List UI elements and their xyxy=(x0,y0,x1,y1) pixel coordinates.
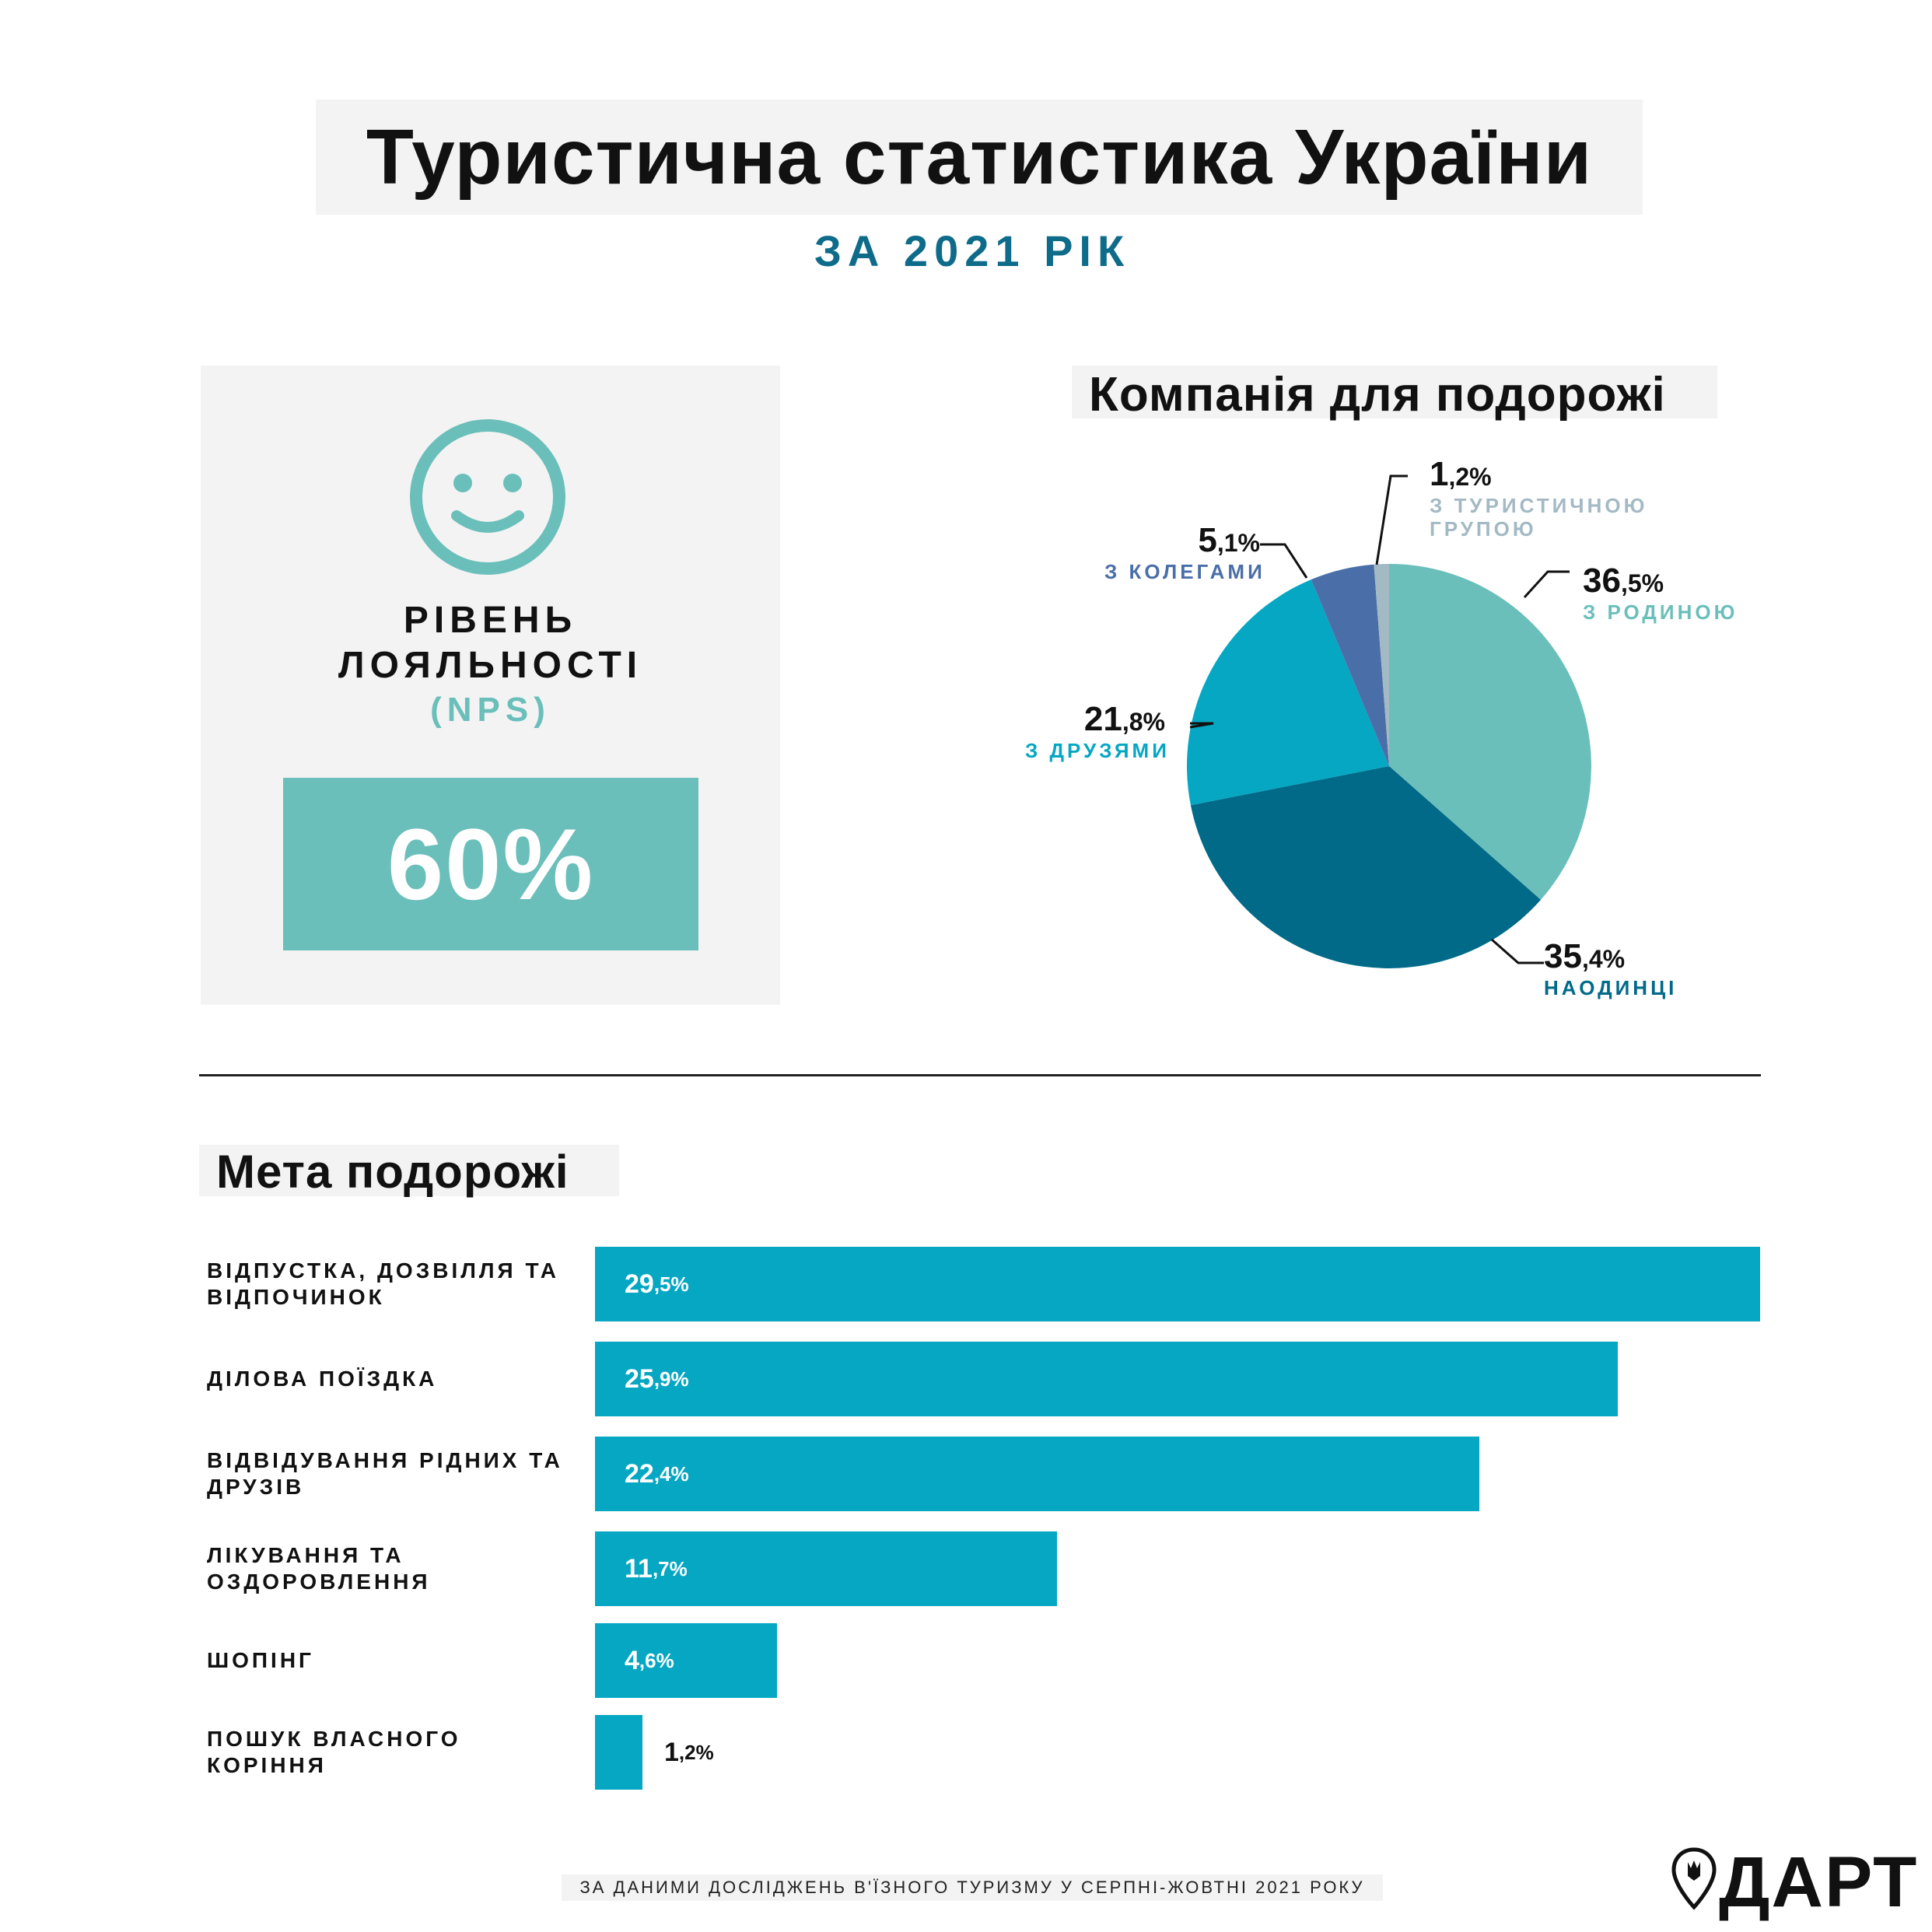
logo-text: ДАРТ xyxy=(1719,1843,1919,1922)
nps-value-box: 60% xyxy=(283,778,698,950)
pie-slice-family xyxy=(1389,564,1591,900)
bar-row: ЛІКУВАННЯ ТА ОЗДОРОВЛЕННЯ 11,7% xyxy=(0,1531,1932,1606)
bar-value-label: 4,6% xyxy=(625,1623,674,1698)
pie-caption: З КОЛЕГАМИ xyxy=(1104,560,1265,583)
pie-value-int: 36 xyxy=(1583,562,1621,600)
bar-value-dec: ,5% xyxy=(653,1272,689,1296)
bar-row: ВІДВІДУВАННЯ РІДНИХ ТА ДРУЗІВ 22,4% xyxy=(0,1437,1932,1511)
pie-value-int: 35 xyxy=(1544,937,1582,975)
pie-value-dec: ,8% xyxy=(1122,708,1165,736)
bar-value-label: 25,9% xyxy=(625,1342,689,1416)
pie-slice-alone xyxy=(1190,766,1541,968)
leader-line-group xyxy=(1375,474,1408,565)
bar-value-int: 11 xyxy=(625,1553,653,1584)
pie-title-banner: Компанія для подорожі xyxy=(1072,366,1717,422)
pie-label-group: 1,2% З ТУРИСТИЧНОЮ ГРУПОЮ xyxy=(1430,455,1647,541)
pie-value-int: 5 xyxy=(1198,521,1217,559)
bar-category-line2: КОРІННЯ xyxy=(207,1753,327,1777)
bar-category-line2: ДРУЗІВ xyxy=(207,1475,305,1499)
title-banner: Туристична статистика України xyxy=(316,100,1643,215)
bar-value-label: 22,4% xyxy=(625,1437,689,1511)
bar-value-label: 29,5% xyxy=(625,1247,689,1321)
nps-label-line3: (NPS) xyxy=(430,691,551,729)
bar xyxy=(595,1247,1760,1321)
nps-label-line1: РІВЕНЬ xyxy=(403,600,578,641)
pie-slice-group xyxy=(1374,563,1389,766)
pie-caption-line1: З ТУРИСТИЧНОЮ xyxy=(1430,494,1648,517)
leader-line-colleagues xyxy=(1260,543,1308,579)
smiley-icon xyxy=(410,419,565,575)
bar xyxy=(595,1531,1057,1606)
bar-category-label: ДІЛОВА ПОЇЗДКА xyxy=(207,1342,580,1416)
pie-value-dec: ,1% xyxy=(1216,529,1260,557)
section-divider xyxy=(199,1074,1761,1076)
leader-line-friends xyxy=(1189,722,1214,729)
bar-category-line2: ОЗДОРОВЛЕННЯ xyxy=(207,1570,431,1594)
bar-value-label: 11,7% xyxy=(625,1531,688,1606)
bar-row: ВІДПУСТКА, ДОЗВІЛЛЯ ТА ВІДПОЧИНОК 29,5% xyxy=(0,1247,1932,1321)
bar-category-line1: ВІДПУСТКА, ДОЗВІЛЛЯ ТА xyxy=(207,1258,560,1283)
footer-banner: ЗА ДАНИМИ ДОСЛІДЖЕНЬ В'ЇЗНОГО ТУРИЗМУ У … xyxy=(562,1874,1383,1901)
bar-title-banner: Мета подорожі xyxy=(199,1145,619,1198)
bar-value-dec: ,2% xyxy=(678,1740,714,1764)
bar-chart-title: Мета подорожі xyxy=(216,1146,569,1198)
bar-row: ПОШУК ВЛАСНОГО КОРІННЯ 1,2% xyxy=(0,1715,1932,1790)
pie-label-friends: 21,8% З ДРУЗЯМИ xyxy=(1025,700,1170,762)
bar-category-line1: ВІДВІДУВАННЯ РІДНИХ ТА xyxy=(207,1448,563,1472)
bar-value-int: 4 xyxy=(625,1645,639,1675)
pie-value-dec: ,4% xyxy=(1581,945,1626,973)
pie-caption: З РОДИНОЮ xyxy=(1583,600,1738,624)
bar-value-dec: ,4% xyxy=(653,1461,689,1486)
pie-value-dec: ,5% xyxy=(1620,569,1664,597)
pie-caption: З ДРУЗЯМИ xyxy=(1025,739,1170,762)
bar-category-label: ШОПІНГ xyxy=(207,1623,580,1698)
bar-value-dec: ,7% xyxy=(652,1556,688,1580)
nps-panel: РІВЕНЬ ЛОЯЛЬНОСТІ (NPS) 60% xyxy=(201,366,780,1005)
pie-caption-line2: ГРУПОЮ xyxy=(1430,517,1537,541)
bar-category-line1: ПОШУК ВЛАСНОГО xyxy=(207,1727,461,1751)
bar-value-dec: ,6% xyxy=(639,1648,674,1672)
page-subtitle: ЗА 2021 РІК xyxy=(814,226,1131,275)
bar-category-label: ПОШУК ВЛАСНОГО КОРІННЯ xyxy=(207,1715,580,1790)
bar xyxy=(595,1342,1618,1416)
leader-line-alone xyxy=(1491,938,1544,964)
bar-value-int: 1 xyxy=(664,1737,679,1767)
logo: ДАРТ xyxy=(1671,1842,1916,1927)
bar xyxy=(595,1623,777,1698)
nps-label-line2: ЛОЯЛЬНОСТІ xyxy=(338,645,643,686)
pie-label-family: 36,5% З РОДИНОЮ xyxy=(1583,562,1738,624)
bar-category-label: ВІДПУСТКА, ДОЗВІЛЛЯ ТА ВІДПОЧИНОК xyxy=(207,1247,580,1321)
bar-category-line1: ДІЛОВА ПОЇЗДКА xyxy=(207,1367,438,1391)
pie-caption: НАОДИНЦІ xyxy=(1544,976,1678,999)
pie-value-dec: ,2% xyxy=(1448,463,1492,491)
pie-chart-title: Компанія для подорожі xyxy=(1089,368,1666,422)
bar-row: ШОПІНГ 4,6% xyxy=(0,1623,1932,1698)
bar xyxy=(595,1437,1479,1511)
leader-line-family xyxy=(1523,570,1570,599)
pie-slice-colleagues xyxy=(1311,564,1389,766)
pie-label-alone: 35,4% НАОДИНЦІ xyxy=(1544,937,1677,999)
bar-category-label: ЛІКУВАННЯ ТА ОЗДОРОВЛЕННЯ xyxy=(207,1531,580,1606)
pie-value-int: 1 xyxy=(1430,455,1449,493)
bar-category-line1: ЛІКУВАННЯ ТА xyxy=(207,1543,404,1567)
location-pin-icon xyxy=(1671,1847,1717,1910)
footer-note: ЗА ДАНИМИ ДОСЛІДЖЕНЬ В'ЇЗНОГО ТУРИЗМУ У … xyxy=(579,1878,1365,1897)
bar xyxy=(595,1715,642,1790)
pie-slice-friends xyxy=(1186,579,1389,806)
pie-label-colleagues: 5,1% З КОЛЕГАМИ xyxy=(1104,521,1265,583)
bar-value-int: 29 xyxy=(625,1269,654,1299)
bar-category-label: ВІДВІДУВАННЯ РІДНИХ ТА ДРУЗІВ xyxy=(207,1437,580,1511)
bar-category-line2: ВІДПОЧИНОК xyxy=(207,1285,385,1309)
bar-row: ДІЛОВА ПОЇЗДКА 25,9% xyxy=(0,1342,1932,1416)
bar-category-line1: ШОПІНГ xyxy=(207,1648,314,1672)
bar-value-dec: ,9% xyxy=(653,1367,689,1391)
page-title: Туристична статистика України xyxy=(366,113,1593,201)
pie-value-int: 21 xyxy=(1083,700,1122,738)
bar-value-label: 1,2% xyxy=(664,1715,714,1790)
bar-value-int: 25 xyxy=(625,1363,654,1394)
bar-value-int: 22 xyxy=(625,1458,654,1489)
nps-value: 60% xyxy=(387,807,595,921)
